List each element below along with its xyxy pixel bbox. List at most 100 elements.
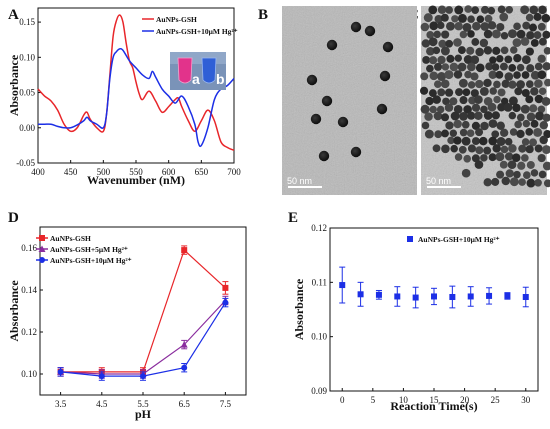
nanoparticle — [543, 179, 550, 188]
nanoparticle — [437, 55, 446, 65]
nanoparticle — [467, 30, 475, 38]
chart-e-xtick-label: 5 — [371, 395, 376, 405]
nanoparticle — [441, 129, 449, 138]
nanoparticle — [526, 31, 535, 40]
nanoparticle — [516, 63, 525, 72]
chart-e-point — [467, 293, 474, 300]
nanoparticle — [454, 54, 463, 62]
nanoparticle — [441, 144, 450, 154]
tem-c-particles — [419, 5, 550, 188]
nanoparticle — [453, 119, 462, 129]
nanoparticle — [533, 127, 543, 137]
nanoparticle — [516, 113, 525, 122]
nanoparticle — [468, 96, 477, 105]
nanoparticle — [440, 13, 449, 22]
chart-e-xtick-label: 0 — [340, 395, 345, 405]
nanoparticle — [449, 129, 458, 137]
nanoparticle — [493, 80, 501, 89]
nanoparticle — [488, 119, 498, 128]
nanoparticle — [321, 95, 333, 107]
vial-pink — [177, 57, 193, 84]
nanoparticle — [495, 70, 504, 79]
nanoparticle — [444, 103, 454, 112]
nanoparticle — [496, 54, 504, 63]
nanoparticle — [487, 21, 497, 30]
nanoparticle — [422, 56, 431, 64]
nanoparticle — [437, 88, 446, 97]
nanoparticle — [318, 150, 330, 162]
nanoparticle — [428, 37, 438, 47]
chart-d-series-line-2 — [60, 302, 226, 377]
chart-e-ytick-label: 0.11 — [312, 277, 327, 287]
nanoparticle — [522, 119, 531, 128]
nanoparticle — [433, 80, 442, 88]
nanoparticle — [484, 14, 493, 23]
chart-e-xtick-label: 15 — [430, 395, 440, 405]
nanoparticle — [455, 88, 464, 97]
nanoparticle — [467, 144, 477, 153]
nanoparticle — [474, 160, 484, 169]
nanoparticle — [504, 72, 514, 81]
nanoparticle — [521, 154, 529, 162]
panel-label-b: B — [258, 7, 268, 23]
chart-d-legend-marker — [38, 245, 46, 252]
nanoparticle — [520, 5, 530, 15]
nanoparticle — [442, 97, 450, 106]
chart-a-xtick-label: 700 — [227, 167, 241, 177]
nanoparticle — [450, 111, 460, 121]
nanoparticle — [526, 64, 535, 73]
nanoparticle — [326, 39, 338, 51]
nanoparticle — [420, 72, 429, 81]
chart-d-xtick-label: 4.5 — [96, 399, 108, 409]
nanoparticle — [457, 46, 466, 55]
nanoparticle — [538, 87, 547, 95]
nanoparticle — [499, 160, 508, 169]
nanoparticle — [446, 21, 455, 31]
chart-d-xtick-label: 3.5 — [55, 399, 67, 409]
chart-d-legend-entry: AuNPs-GSH — [50, 234, 91, 243]
chart-e-point — [431, 293, 437, 300]
nanoparticle — [496, 22, 505, 32]
nanoparticle — [513, 71, 521, 79]
nanoparticle — [511, 153, 521, 162]
nanoparticle — [459, 30, 468, 39]
nanoparticle — [529, 5, 539, 15]
chart-a-legend-entry: AuNPs-GSH+10μM Hg²⁺ — [156, 27, 238, 36]
chart-a-xtick-label: 600 — [162, 167, 176, 177]
nanoparticle — [429, 56, 438, 65]
tem-image-b: 50 nm — [282, 6, 417, 195]
nanoparticle — [525, 145, 534, 154]
nanoparticle — [501, 79, 510, 88]
nanoparticle — [459, 111, 468, 121]
nanoparticle — [488, 153, 497, 162]
nanoparticle — [466, 46, 475, 55]
nanoparticle — [451, 15, 459, 23]
nanoparticle — [467, 15, 475, 23]
nanoparticle — [379, 70, 391, 82]
chart-d-legend-marker — [39, 235, 45, 241]
nanoparticle — [513, 22, 521, 31]
chart-d-ytick-label: 0.12 — [21, 327, 37, 337]
nanoparticle — [520, 37, 530, 46]
nanoparticle — [525, 128, 534, 136]
nanoparticle — [512, 38, 522, 48]
nanoparticle — [530, 119, 539, 128]
chart-e-point — [357, 291, 364, 298]
nanoparticle — [432, 46, 441, 55]
chart-a-ylabel: Absorbance — [7, 54, 21, 116]
nanoparticle — [350, 146, 362, 158]
chart-a-legend-entry: AuNPs-GSH — [156, 15, 197, 24]
nanoparticle — [501, 176, 511, 186]
nanoparticle — [513, 54, 522, 63]
nanoparticle — [509, 177, 519, 187]
chart-e-time: 0 5 10 15 20 25 30 0.09 0.10 0.11 0.12 Reaction Tim… — [292, 223, 539, 413]
nanoparticle — [463, 154, 472, 163]
chart-e-xtick-label: 10 — [399, 395, 409, 405]
nanoparticle — [454, 21, 463, 31]
chart-d-point — [181, 364, 188, 371]
nanoparticle — [508, 29, 517, 39]
nanoparticle — [466, 62, 476, 72]
nanoparticle — [459, 128, 468, 137]
nanoparticle — [464, 5, 473, 13]
nanoparticle — [491, 29, 501, 39]
